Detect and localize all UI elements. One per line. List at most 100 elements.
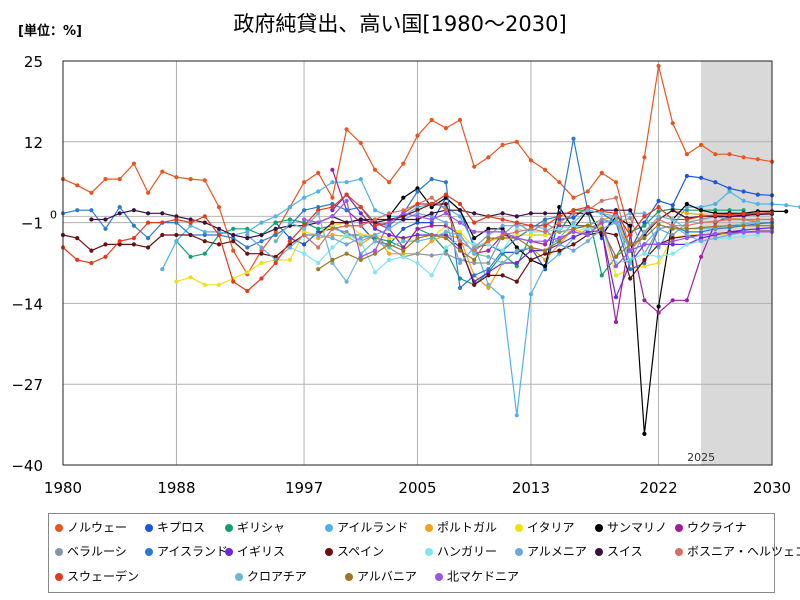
series-line (303, 200, 772, 267)
data-point (387, 226, 392, 231)
data-point (670, 239, 675, 244)
data-point (656, 254, 661, 259)
data-point (727, 186, 732, 191)
data-point (585, 239, 590, 244)
data-point (528, 211, 534, 216)
data-point (613, 254, 619, 259)
data-point (514, 229, 519, 234)
data-point (174, 175, 179, 180)
data-point (174, 214, 179, 219)
data-point (358, 232, 363, 238)
data-point (103, 217, 108, 222)
data-point (358, 239, 363, 244)
data-point (443, 126, 448, 131)
data-point (302, 226, 307, 231)
data-point (514, 139, 519, 144)
data-point (330, 257, 335, 262)
data-point (713, 201, 718, 207)
data-point (358, 205, 363, 210)
data-point (372, 208, 378, 213)
data-point (131, 161, 136, 166)
data-point (684, 201, 690, 207)
data-point (372, 223, 378, 228)
data-point (344, 198, 349, 203)
data-point (188, 223, 193, 228)
data-point (131, 208, 136, 213)
data-point (302, 217, 307, 222)
data-point (514, 220, 519, 225)
x-tick-label: 2005 (398, 479, 436, 497)
data-point (344, 208, 349, 213)
data-point (344, 232, 349, 238)
data-point (642, 242, 647, 247)
data-point (500, 223, 505, 228)
data-point (415, 220, 420, 225)
data-point (103, 254, 108, 259)
data-point (699, 229, 704, 234)
data-point (103, 226, 108, 231)
data-point (316, 170, 321, 175)
data-point (613, 208, 619, 213)
data-point (472, 257, 477, 262)
data-point (656, 205, 661, 210)
data-point (543, 232, 548, 238)
legend-marker (225, 547, 233, 556)
data-point (401, 208, 406, 213)
data-point (713, 152, 718, 157)
data-point (401, 251, 406, 256)
data-point (429, 223, 434, 228)
data-point (472, 273, 477, 278)
data-point (557, 211, 562, 216)
data-point (302, 242, 307, 247)
data-point (684, 236, 690, 241)
data-point (642, 298, 647, 303)
data-point (585, 208, 590, 213)
legend-label: スウェーデン (67, 569, 140, 584)
data-point (557, 220, 562, 225)
data-point (401, 217, 406, 222)
legend-item: アイスランド (145, 544, 228, 559)
data-point (472, 211, 477, 216)
data-point (670, 236, 675, 241)
data-point (500, 236, 505, 241)
data-point (330, 208, 335, 213)
data-point (528, 226, 534, 231)
data-point (684, 229, 690, 234)
data-point (528, 257, 534, 262)
data-point (443, 229, 448, 234)
data-point (486, 267, 491, 272)
data-point (415, 133, 420, 138)
data-point (500, 260, 505, 266)
data-point (401, 195, 406, 200)
data-point (628, 223, 633, 228)
data-point (727, 236, 732, 241)
y-tick-label: −27 (11, 376, 43, 394)
data-point (273, 260, 278, 266)
data-point (117, 177, 122, 182)
data-point (557, 242, 562, 247)
data-point (613, 273, 619, 278)
data-point (415, 189, 420, 194)
legend-marker (515, 523, 523, 532)
data-point (571, 136, 576, 141)
data-point (699, 239, 704, 244)
data-point (713, 213, 718, 218)
data-point (443, 180, 448, 185)
data-point (486, 229, 491, 234)
data-point (755, 223, 760, 228)
series-18 (316, 222, 775, 272)
data-point (429, 253, 434, 258)
legend-item: アルバニア (345, 569, 417, 584)
data-point (514, 264, 519, 269)
data-point (613, 232, 619, 238)
legend-item: ハンガリー (425, 544, 497, 559)
data-point (146, 236, 151, 241)
data-point (89, 248, 94, 253)
data-point (330, 214, 335, 219)
data-point (713, 219, 718, 224)
data-point (684, 205, 690, 210)
data-point (670, 251, 675, 256)
data-point (514, 232, 519, 238)
data-point (755, 192, 760, 197)
data-point (387, 251, 392, 256)
